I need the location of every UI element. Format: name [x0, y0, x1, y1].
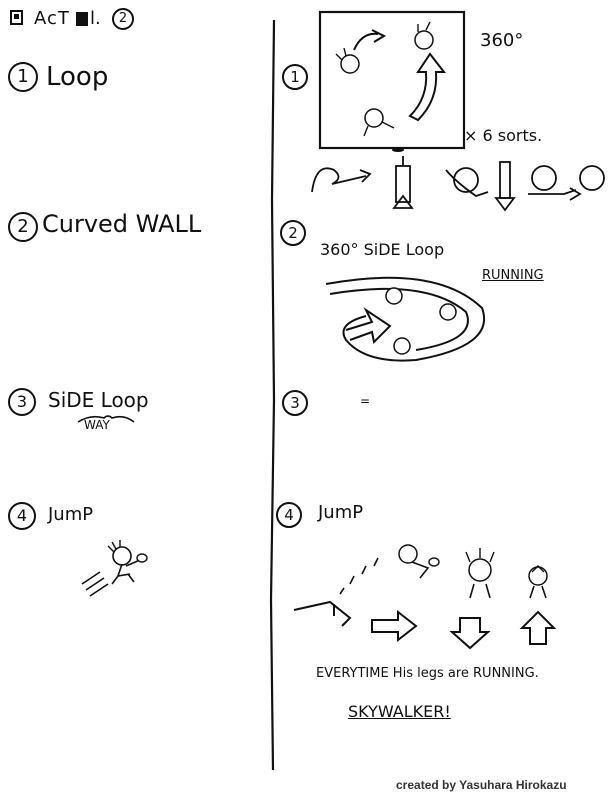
side-loop-sketch [325, 276, 485, 362]
loop-variations-sketch [311, 156, 605, 212]
sonic-jump-sketch [81, 540, 148, 597]
section-4-title: JumP [318, 502, 364, 523]
section-4-number: 4 [276, 502, 302, 528]
section-2-number: 2 [280, 220, 306, 246]
item-label: SiDE Loop [48, 388, 149, 412]
act-number: 2 [112, 8, 134, 30]
running-label: RUNNING [482, 268, 544, 283]
header-title-rest: l. [90, 8, 101, 29]
item-number: 2 [8, 212, 38, 242]
running-caption: EVERYTIME His legs are RUNNING. [316, 666, 539, 681]
credit-text: created by Yasuhara Hirokazu [396, 778, 567, 792]
section-2-title: 360° SiDE Loop [320, 240, 445, 259]
section-3-number: 3 [282, 390, 308, 416]
header-title: AcT [34, 8, 70, 29]
item-sublabel: WAY [84, 418, 110, 432]
item-number: 3 [8, 388, 36, 416]
brace-mark [77, 415, 135, 423]
sorts-label: × 6 sorts. [464, 126, 543, 145]
notebook-icon [10, 10, 23, 25]
item-label: JumP [48, 504, 94, 525]
item-label: Loop [46, 62, 109, 92]
item-number: 1 [8, 62, 38, 92]
skywalker-label: SKYWALKER! [348, 702, 451, 721]
section-1-number: 1 [282, 64, 308, 90]
redaction-mark [76, 12, 88, 26]
item-label: Curved WALL [42, 210, 202, 238]
section-3-mark: = [360, 394, 371, 408]
loop-panel-sketch [318, 10, 466, 152]
loop-angle-label: 360° [480, 30, 524, 51]
jump-sequence-sketch [293, 544, 557, 650]
item-number: 4 [8, 502, 36, 530]
